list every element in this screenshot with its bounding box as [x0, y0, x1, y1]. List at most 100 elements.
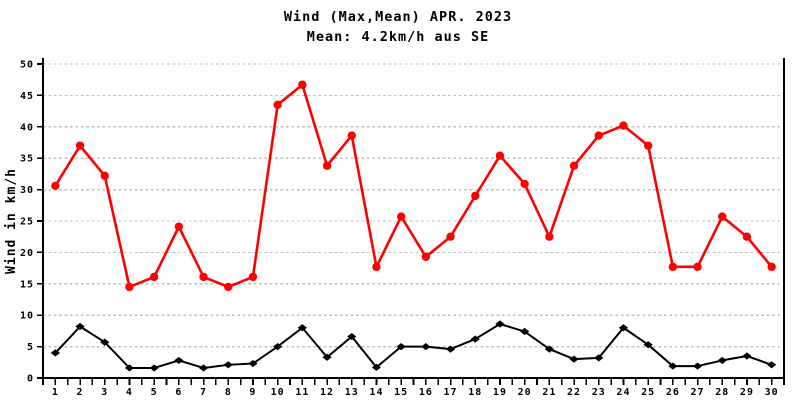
x-tick-label: 15: [394, 387, 408, 398]
series-mean-marker: [594, 354, 604, 362]
series-mean-marker: [421, 343, 431, 351]
series-max-marker: [495, 151, 505, 160]
y-tick-label: 20: [20, 248, 34, 259]
series-max-marker: [248, 272, 258, 282]
x-tick-label: 3: [101, 387, 108, 398]
chart-title: Wind (Max,Mean) APR. 2023: [284, 9, 512, 25]
series-max-marker: [742, 232, 752, 241]
x-tick-label: 18: [468, 387, 482, 398]
series-max-marker: [668, 262, 678, 272]
x-tick-label: 22: [567, 387, 581, 398]
series-mean-marker: [174, 356, 184, 365]
series-mean-marker: [371, 363, 382, 371]
y-tick-label: 35: [20, 154, 34, 165]
series-max-marker: [767, 262, 776, 272]
series-max-marker: [75, 141, 85, 150]
series-max-marker: [396, 212, 406, 221]
series-mean-marker: [297, 324, 307, 332]
x-tick-label: 13: [345, 387, 359, 398]
series-max-marker: [545, 232, 554, 241]
x-tick-label: 7: [200, 387, 207, 398]
x-tick-label: 28: [715, 387, 729, 398]
x-tick-label: 26: [666, 387, 680, 398]
x-tick-label: 14: [369, 387, 383, 398]
series-max-marker: [199, 272, 208, 282]
series-max-marker: [718, 212, 727, 221]
series-mean-line: [54, 322, 773, 369]
series-mean-marker: [100, 338, 110, 346]
x-tick-label: 25: [641, 387, 655, 398]
x-tick-label: 29: [740, 387, 754, 398]
x-tick-label: 21: [542, 387, 556, 398]
series-max-marker: [372, 262, 381, 272]
x-tick-label: 24: [616, 387, 630, 398]
y-tick-label: 10: [20, 311, 34, 322]
y-tick-label: 15: [20, 279, 34, 290]
y-tick-label: 30: [20, 185, 34, 196]
series-max-marker: [224, 282, 233, 292]
y-tick-label: 25: [20, 217, 34, 228]
x-tick-label: 23: [592, 387, 606, 398]
series-max-marker: [149, 272, 159, 282]
x-tick-label: 1: [52, 387, 59, 398]
y-tick-label: 5: [27, 342, 34, 353]
series-max-marker: [125, 282, 134, 292]
x-tick-label: 2: [77, 387, 84, 398]
series-max-marker: [520, 179, 529, 189]
series-max-marker: [693, 262, 702, 272]
x-tick-label: 10: [271, 387, 285, 398]
x-tick-label: 9: [249, 387, 256, 398]
x-tick-label: 11: [295, 387, 309, 398]
x-tick-label: 30: [765, 387, 779, 398]
x-tick-label: 8: [225, 387, 232, 398]
series-max-marker: [100, 171, 109, 180]
series-mean-marker: [767, 361, 777, 369]
series-mean-marker: [717, 356, 727, 365]
series-max-marker: [174, 222, 184, 231]
x-tick-label: 6: [175, 387, 182, 398]
x-tick-label: 19: [493, 387, 507, 398]
series-max-marker: [643, 141, 653, 150]
x-tick-label: 27: [691, 387, 705, 398]
series-mean-marker: [692, 362, 703, 370]
series-mean-marker: [223, 361, 233, 369]
series-mean-marker: [50, 349, 60, 357]
series-mean-marker: [569, 355, 579, 363]
series-mean-marker: [544, 345, 554, 353]
x-tick-label: 5: [151, 387, 158, 398]
series-mean-marker: [470, 335, 480, 343]
series-mean-marker: [198, 364, 209, 372]
series-mean-marker: [495, 320, 505, 328]
x-tick-label: 16: [419, 387, 433, 398]
x-tick-label: 12: [320, 387, 334, 398]
x-tick-label: 4: [126, 387, 133, 398]
series-mean-marker: [273, 343, 283, 351]
series-mean-marker: [124, 364, 135, 372]
series-max-marker: [298, 80, 307, 89]
y-axis-label: Wind in km/h: [4, 168, 19, 274]
series-mean-marker: [643, 341, 653, 349]
y-tick-label: 45: [20, 91, 34, 102]
series-max-marker: [594, 131, 603, 140]
series-max-marker: [619, 121, 628, 130]
series-mean-marker: [618, 324, 629, 332]
series-mean-marker: [742, 352, 752, 360]
series-max-marker: [446, 232, 455, 241]
series-max-line: [54, 83, 773, 289]
x-tick-label: 20: [518, 387, 532, 398]
series-max-marker: [569, 161, 579, 170]
chart-subtitle: Mean: 4.2km/h aus SE: [307, 29, 490, 45]
series-max-marker: [322, 161, 332, 170]
series-max-marker: [51, 181, 60, 191]
series-max-marker: [471, 191, 480, 201]
series-max-marker: [273, 100, 282, 110]
y-tick-label: 50: [20, 60, 34, 71]
x-tick-label: 17: [444, 387, 458, 398]
series-mean-marker: [668, 362, 678, 370]
series-max-marker: [421, 252, 431, 261]
y-tick-label: 40: [20, 122, 34, 133]
series-mean-marker: [347, 332, 357, 341]
series-mean-marker: [396, 343, 406, 351]
